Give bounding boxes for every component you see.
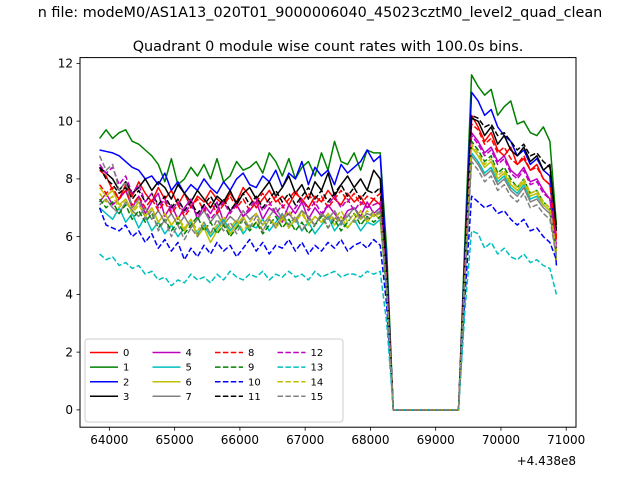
y-tick-label: 0 — [65, 403, 73, 417]
series-line-13 — [99, 230, 558, 411]
legend-label-8: 8 — [248, 348, 254, 359]
legend-label-12: 12 — [311, 348, 324, 359]
x-axis: 64000 65000 66000 67000 68000 69000 70000 71000 — [90, 427, 585, 447]
legend-label-5: 5 — [186, 363, 192, 374]
legend-label-14: 14 — [311, 377, 324, 388]
y-tick-label: 12 — [58, 57, 73, 71]
series-line-8 — [98, 123, 558, 411]
figure-suptitle: n file: modeM0/AS1A13_020T01_9000006040_… — [38, 5, 603, 21]
x-tick-label: 68000 — [351, 433, 389, 447]
y-tick-label: 4 — [65, 288, 73, 302]
series-line-0 — [99, 114, 558, 411]
series-line-3 — [99, 117, 558, 411]
legend-label-11: 11 — [248, 392, 261, 403]
x-tick-label: 71000 — [547, 433, 585, 447]
y-tick-label: 2 — [65, 345, 73, 359]
y-tick-label: 10 — [58, 114, 73, 128]
legend-label-7: 7 — [186, 392, 192, 403]
series-layer — [98, 74, 558, 411]
series-line-2 — [99, 91, 558, 411]
x-tick-label: 69000 — [417, 433, 455, 447]
series-line-15 — [98, 155, 558, 411]
y-tick-label: 6 — [65, 230, 73, 244]
y-tick-label: 8 — [65, 172, 73, 186]
legend-label-9: 9 — [248, 363, 254, 374]
series-line-10 — [98, 195, 558, 411]
series-line-11 — [98, 114, 558, 411]
legend-label-3: 3 — [123, 392, 129, 403]
x-tick-label: 67000 — [286, 433, 324, 447]
legend-label-0: 0 — [123, 348, 129, 359]
legend-frame — [84, 338, 344, 423]
legend-label-4: 4 — [186, 348, 192, 359]
x-tick-label: 66000 — [221, 433, 259, 447]
legend-label-2: 2 — [123, 377, 129, 388]
y-axis: 0 2 4 6 8 10 12 — [58, 57, 80, 417]
x-tick-label: 64000 — [90, 433, 128, 447]
series-line-12 — [98, 134, 558, 411]
x-tick-label: 65000 — [156, 433, 194, 447]
x-offset-label: +4.438e8 — [517, 454, 576, 468]
legend-label-15: 15 — [311, 392, 324, 403]
plot-area-frame — [79, 57, 577, 428]
legend-label-10: 10 — [248, 377, 261, 388]
legend-label-13: 13 — [311, 363, 324, 374]
chart-title: Quadrant 0 module wise count rates with … — [133, 39, 524, 55]
x-tick-label: 70000 — [482, 433, 520, 447]
series-line-5 — [99, 152, 558, 411]
legend-label-1: 1 — [123, 363, 129, 374]
series-line-7 — [99, 155, 558, 411]
series-line-4 — [98, 131, 558, 411]
series-line-14 — [98, 143, 558, 411]
legend-label-6: 6 — [186, 377, 192, 388]
